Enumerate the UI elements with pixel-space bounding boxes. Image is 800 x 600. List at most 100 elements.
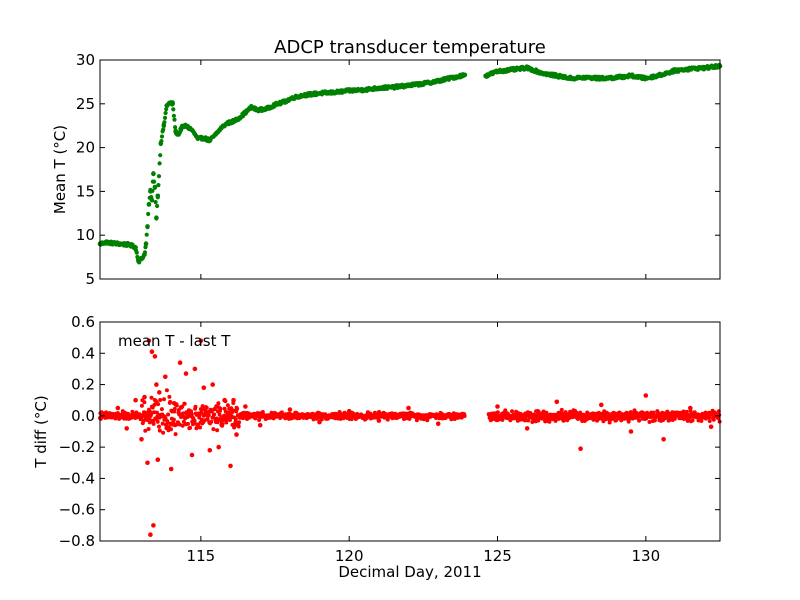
data-point — [435, 78, 441, 84]
data-point — [186, 421, 190, 426]
data-point — [222, 406, 227, 411]
y-tick-label: −0.2 — [59, 438, 95, 456]
data-point — [145, 460, 150, 466]
data-point — [166, 412, 171, 417]
data-point — [146, 338, 152, 344]
data-point — [450, 75, 456, 80]
data-point — [647, 420, 652, 424]
data-point — [346, 408, 352, 414]
data-point — [234, 432, 239, 437]
data-point — [272, 102, 278, 107]
data-point — [634, 410, 639, 415]
data-point — [211, 427, 216, 432]
data-point — [569, 76, 574, 81]
data-point — [708, 424, 714, 430]
data-point — [216, 444, 221, 450]
data-point — [199, 410, 204, 415]
data-point — [613, 75, 619, 80]
data-point — [559, 407, 564, 412]
data-point — [171, 107, 176, 112]
y-tick-label: 0.4 — [71, 344, 95, 362]
data-point — [231, 397, 236, 403]
data-point — [225, 120, 230, 126]
data-point — [152, 179, 157, 184]
y-axis-label: T diff (°C) — [32, 395, 50, 468]
data-point — [188, 425, 193, 430]
data-point — [578, 446, 583, 452]
data-point — [406, 405, 411, 411]
data-point — [637, 418, 642, 423]
data-point — [173, 432, 178, 437]
data-point — [192, 366, 198, 372]
data-point — [179, 125, 184, 130]
data-point — [168, 399, 173, 404]
data-point — [376, 85, 382, 91]
data-point — [607, 420, 612, 425]
data-point — [231, 119, 236, 124]
data-point — [226, 410, 231, 415]
data-point — [554, 399, 560, 405]
data-point — [206, 413, 211, 418]
x-tick-label: 115 — [187, 547, 216, 565]
data-point — [207, 448, 213, 453]
temperature-difference-points — [98, 338, 722, 537]
data-point — [216, 401, 221, 406]
data-point — [171, 113, 176, 118]
data-point — [688, 405, 693, 411]
data-point — [628, 429, 634, 434]
data-point — [207, 138, 213, 143]
data-point — [103, 239, 109, 245]
data-point — [181, 411, 186, 416]
data-point — [203, 408, 208, 413]
data-point — [495, 410, 500, 415]
data-point — [155, 457, 161, 463]
data-point — [115, 405, 121, 411]
data-point — [281, 99, 287, 105]
data-point — [554, 73, 560, 79]
plot-area — [100, 60, 720, 279]
data-point — [317, 419, 322, 425]
data-point — [599, 76, 604, 81]
data-point — [139, 403, 144, 408]
data-point — [146, 202, 152, 207]
data-point — [243, 404, 248, 409]
data-point — [391, 84, 397, 90]
data-point — [152, 402, 157, 407]
data-point — [127, 242, 132, 248]
data-point — [195, 136, 201, 142]
data-point — [237, 420, 242, 425]
data-point — [204, 405, 209, 410]
data-point — [658, 72, 663, 78]
data-point — [222, 397, 227, 403]
data-point — [215, 428, 220, 433]
data-point — [192, 419, 197, 423]
data-point — [180, 423, 185, 428]
data-point — [168, 466, 174, 472]
data-point — [149, 197, 155, 203]
data-point — [599, 402, 604, 408]
data-point — [151, 421, 156, 426]
data-point — [162, 120, 167, 125]
data-point — [172, 117, 177, 122]
data-point — [702, 65, 708, 71]
data-point — [139, 256, 144, 262]
data-point — [156, 183, 161, 188]
data-point — [151, 171, 156, 177]
data-point — [183, 123, 189, 128]
data-point — [162, 115, 168, 120]
data-point — [346, 88, 352, 93]
data-point — [109, 240, 115, 246]
data-point — [510, 409, 514, 414]
data-point — [182, 401, 187, 406]
data-point — [142, 252, 147, 257]
data-point — [257, 422, 263, 428]
data-point — [462, 414, 467, 418]
data-point — [171, 401, 177, 406]
data-point — [235, 406, 240, 411]
data-point — [628, 73, 634, 79]
data-point — [189, 411, 194, 416]
data-point — [159, 407, 164, 412]
data-point — [161, 123, 167, 128]
data-point — [628, 410, 633, 415]
